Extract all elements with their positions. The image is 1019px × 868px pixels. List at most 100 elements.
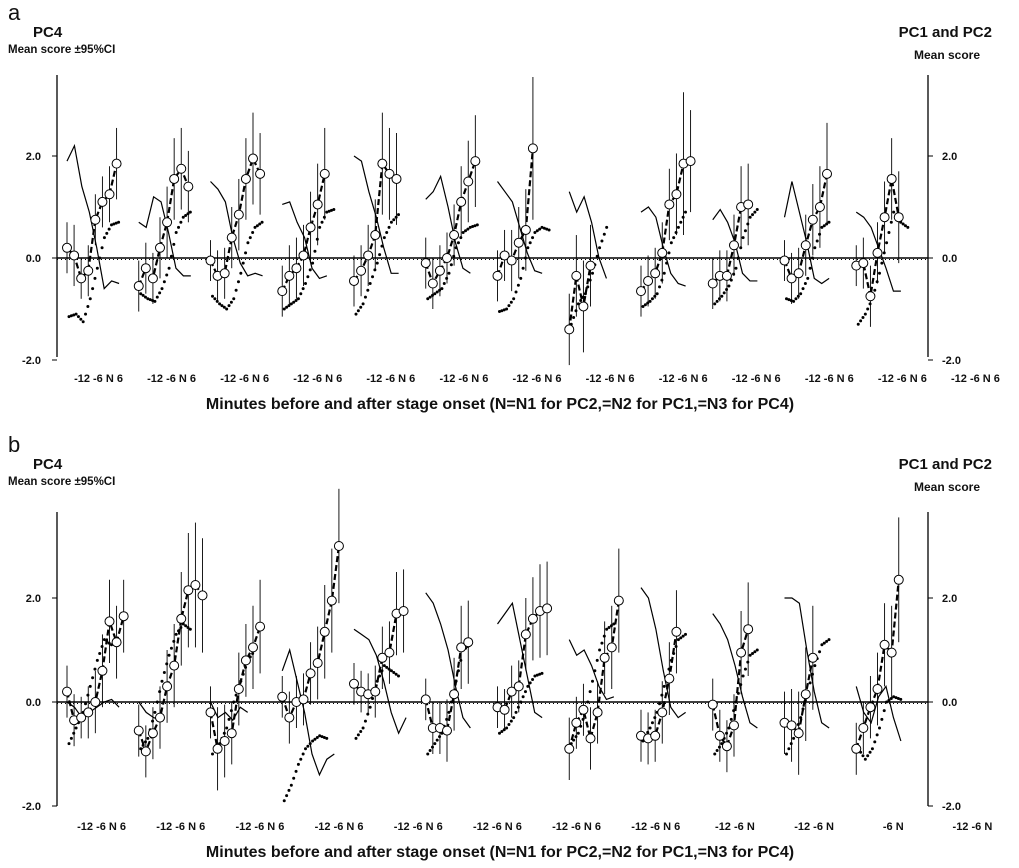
panel-a-y2tick-label: -2.0 [942, 355, 961, 367]
panel-a-xtick-group: -12 -6 N 6 [147, 373, 196, 385]
panel-b-pc4-point [333, 541, 344, 551]
panel-b-pc1-dot [531, 677, 535, 681]
panel-a-pc1-dot [327, 209, 331, 213]
panel-b-pc4-point [233, 684, 244, 694]
panel-a-pc1-dot [76, 315, 80, 319]
panel-a-pc4-point [786, 273, 797, 284]
panel-a-pc1-dot [375, 261, 379, 265]
panel-b-pc4-point [90, 697, 101, 707]
panel-a-pc1-dot [820, 225, 824, 229]
panel-a-xtick-group: -12 -6 N 6 [439, 373, 488, 385]
panel-a-pc1-dot [526, 246, 530, 250]
panel-b-y2tick-label: -2.0 [942, 801, 961, 813]
panel-a-pc4-point [800, 240, 811, 251]
panel-a-pc4-point [219, 268, 230, 279]
panel-a-pc1-dot [105, 231, 109, 235]
panel-a-pc1-dot [428, 295, 432, 299]
panel-a-pc4-point [571, 270, 582, 281]
panel-b-pc4-point [571, 717, 582, 728]
panel-a-pc4-point [83, 265, 94, 276]
panel-b-pc1-dot [505, 726, 509, 730]
panel-b-pc4-point [506, 686, 517, 697]
panel-b-xtick-group: -12 -6 N 6 [235, 821, 284, 833]
panel-a-xtick-group: -12 -6 N 6 [74, 373, 123, 385]
panel-a-pc1-dot [165, 273, 169, 277]
panel-a-pc1-dot [174, 231, 178, 234]
panel-b-pc1-dot [301, 752, 305, 756]
panel-a-pc4-point [872, 247, 883, 258]
panel-a-pc1-dot [260, 220, 264, 224]
panel-a-pc4-point [133, 281, 144, 292]
panel-b-pc1-dot [684, 632, 687, 636]
panel-a-pc1-dot [325, 210, 329, 214]
panel-b-pc4-point [800, 689, 811, 700]
panel-a-xtick-group: -12 -6 N 6 [220, 373, 269, 385]
panel-a-pc1-dot [181, 215, 185, 219]
panel-a-pc1-dot [878, 271, 881, 275]
panel-a-pc1-dot [598, 246, 602, 250]
panel-b-pc4-point [147, 728, 158, 739]
panel-b-pc4-point [542, 603, 553, 614]
panel-b-pc2-line [425, 592, 471, 729]
panel-a-pc1-dot [296, 297, 300, 301]
panel-b-pc4-point [650, 730, 661, 741]
panel-a-pc1-dot [162, 280, 166, 284]
panel-b-pc1-dot [787, 747, 791, 751]
panel-a-pc1-dot [304, 282, 307, 285]
panel-b-pc1-dot [887, 698, 891, 702]
panel-b-pc4-point [714, 730, 725, 741]
panel-b-pc1-dot [162, 671, 166, 675]
panel-b-pc4-point [190, 580, 201, 590]
panel-a-pc4-point [492, 270, 503, 281]
panel-b-pc1-dot [748, 653, 752, 657]
panel-b-pc4-point [893, 574, 904, 585]
panel-a-pc1-dot [667, 251, 671, 255]
panel-a-pc1-dot [863, 312, 867, 316]
panel-a-pc1-dot [67, 315, 71, 319]
panel-b-pc1-dot [320, 735, 324, 739]
panel-b-pc1-dot [535, 673, 539, 677]
panel-a-pc1-dot [514, 290, 518, 294]
panel-b-pc1-dot [363, 719, 367, 723]
panel-b-pc1-dot [93, 667, 97, 671]
panel-b-pc1-dot [322, 736, 326, 740]
panel-b-pc1-dot [873, 740, 877, 744]
panel-b-pc4-line [711, 628, 750, 749]
panel-a-xtick-group: -12 -6 N 6 [513, 373, 562, 385]
panel-a-pc1-dot [285, 305, 289, 309]
panel-b-pc4-point [420, 694, 431, 705]
panel-a-pc1-dot [464, 229, 468, 233]
panel-a-pc1-dot [177, 225, 181, 229]
panel-a-pc1-dot [397, 213, 400, 217]
panel-a-pc4-point [743, 199, 754, 210]
panel-a-pc1-dot [600, 239, 604, 243]
panel-b-pc4-point [743, 624, 754, 635]
panel-a-pc4-point [291, 263, 302, 274]
panel-b-pc1-dot [188, 627, 192, 631]
panel-a-pc4-point [233, 209, 244, 220]
panel-b-pc4-point [226, 728, 237, 739]
panel-a-pc1-dot [892, 210, 896, 214]
panel-a-pc4-point [169, 173, 180, 184]
panel-b-pc4-point [248, 642, 258, 653]
panel-a-pc1-dot [311, 261, 315, 265]
panel-a-pc1-dot [301, 287, 305, 291]
panel-a-pc1-dot [69, 314, 73, 318]
panel-b-pc1-dot [521, 695, 525, 699]
panel-b-pc1-dot [863, 757, 867, 761]
panel-b-pc1-dot [896, 697, 900, 701]
panel-b-pc1-dot [743, 667, 747, 671]
panel-a-pc1-dot [787, 298, 791, 302]
panel-a-xtick-group: -12 -6 N 6 [293, 373, 342, 385]
panel-a-pc1-dot [306, 275, 310, 279]
panel-b-pc4-point [527, 613, 538, 624]
panel-a-pc1-dot [720, 294, 724, 298]
panel-b-pc2-line [353, 628, 407, 735]
panel-a-pc1-dot [655, 292, 659, 296]
panel-b-pc1-dot [827, 638, 831, 642]
panel-a-pc1-dot [172, 242, 176, 246]
panel-b-pc1-dot [371, 697, 375, 701]
panel-a-pc1-dot [117, 220, 121, 224]
panel-b-pc1-dot [394, 672, 398, 676]
panel-a-pc1-dot [222, 305, 226, 309]
